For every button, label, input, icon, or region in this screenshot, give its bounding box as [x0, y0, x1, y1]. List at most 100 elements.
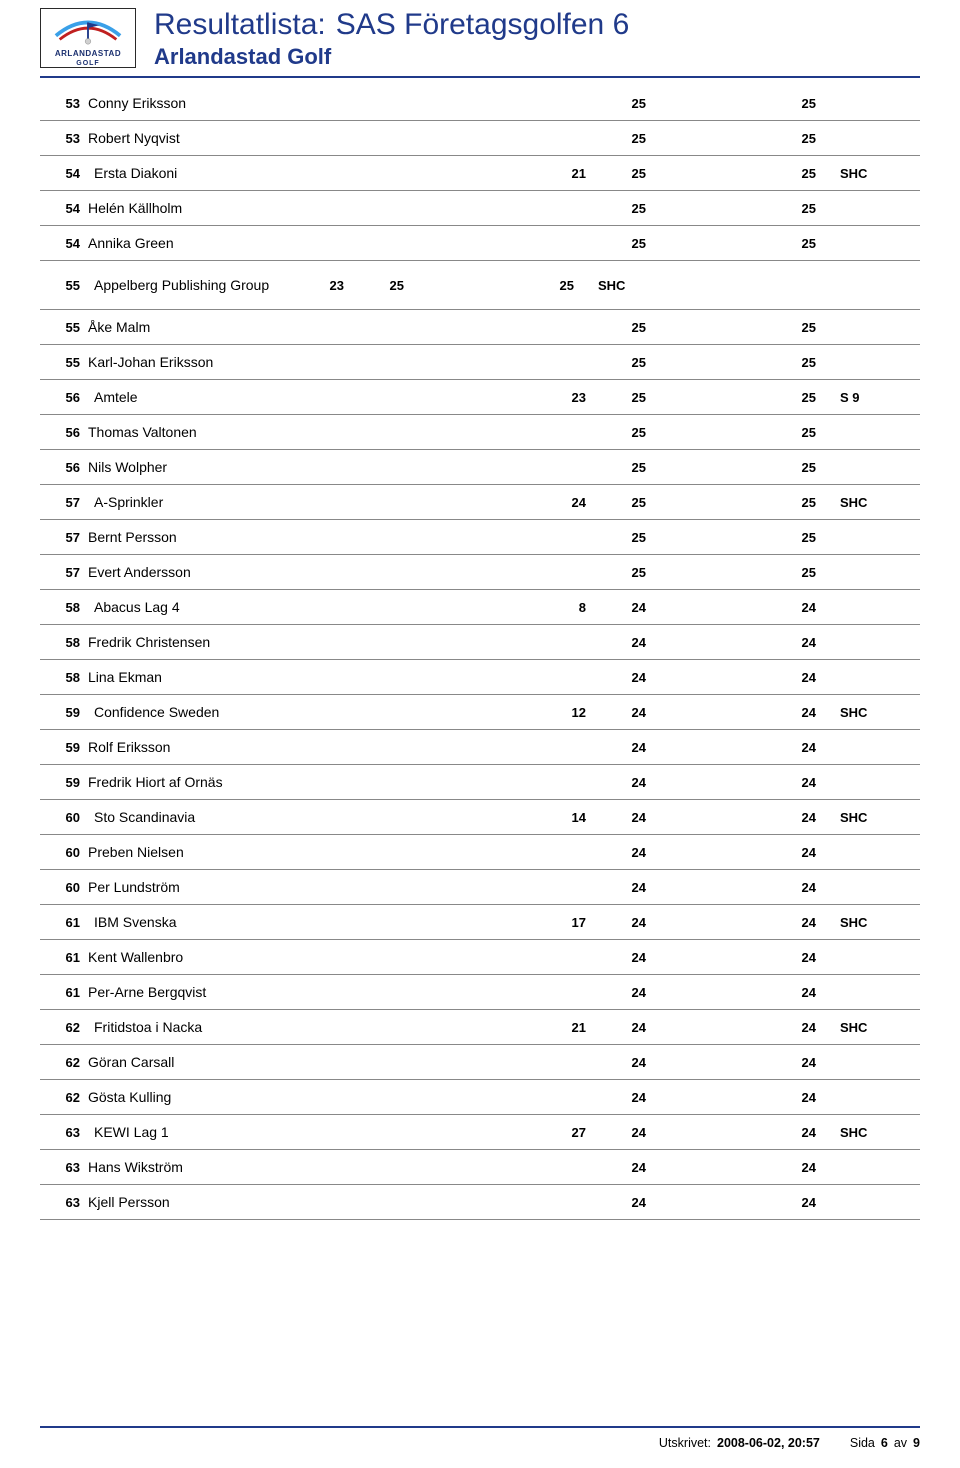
name-cell: Fritidstoa i Nacka [80, 1019, 536, 1035]
table-row: 55Karl-Johan Eriksson2525 [40, 345, 920, 380]
col2-cell: 14 [536, 810, 586, 825]
note-cell: SHC [816, 1125, 920, 1140]
table-row: 54Annika Green2525 [40, 226, 920, 261]
col4-cell: 24 [646, 1090, 816, 1105]
name-cell: Karl-Johan Eriksson [80, 354, 536, 370]
rank-cell: 55 [40, 278, 80, 293]
table-row: 57A-Sprinkler242525SHC [40, 485, 920, 520]
col4-cell: 24 [646, 845, 816, 860]
title-prefix: Resultatlista: [154, 8, 326, 42]
rank-cell: 63 [40, 1125, 80, 1140]
name-cell: KEWI Lag 1 [80, 1124, 536, 1140]
col4-cell: 25 [646, 565, 816, 580]
table-row: 58Abacus Lag 482424 [40, 590, 920, 625]
col4-cell: 24 [646, 985, 816, 1000]
col3-cell: 25 [586, 320, 646, 335]
col3-cell: 25 [586, 495, 646, 510]
col2-cell: 23 [536, 390, 586, 405]
col2-cell: 12 [536, 705, 586, 720]
name-cell: A-Sprinkler [80, 494, 536, 510]
col4-cell: 24 [646, 1055, 816, 1070]
name-cell: Fredrik Christensen [80, 634, 536, 650]
name-cell: Gösta Kulling [80, 1089, 536, 1105]
rank-cell: 57 [40, 530, 80, 545]
name-cell: Robert Nyqvist [80, 130, 536, 146]
name-cell: Appelberg Publishing Group [80, 277, 294, 294]
name-cell: Nils Wolpher [80, 459, 536, 475]
col3-cell: 24 [586, 740, 646, 755]
name-cell: Annika Green [80, 235, 536, 251]
col3-cell: 24 [586, 670, 646, 685]
table-row: 56Thomas Valtonen2525 [40, 415, 920, 450]
rank-cell: 60 [40, 880, 80, 895]
name-cell: Helén Källholm [80, 200, 536, 216]
logo-sublabel-text: GOLF [55, 60, 121, 67]
col3-cell: 25 [586, 460, 646, 475]
rank-cell: 61 [40, 915, 80, 930]
col4-cell: 25 [646, 460, 816, 475]
name-cell: Åke Malm [80, 319, 536, 335]
table-row: 61IBM Svenska172424SHC [40, 905, 920, 940]
col2-cell: 17 [536, 915, 586, 930]
col3-cell: 25 [344, 278, 404, 293]
col3-cell: 25 [586, 166, 646, 181]
col3-cell: 24 [586, 1055, 646, 1070]
header: ARLANDASTAD GOLF Resultatlista: SAS Före… [40, 0, 920, 78]
col3-cell: 25 [586, 530, 646, 545]
name-cell: Thomas Valtonen [80, 424, 536, 440]
name-cell: Per-Arne Bergqvist [80, 984, 536, 1000]
rank-cell: 54 [40, 201, 80, 216]
col3-cell: 24 [586, 985, 646, 1000]
name-cell: Lina Ekman [80, 669, 536, 685]
logo-label-text: ARLANDASTAD [55, 49, 121, 58]
logo: ARLANDASTAD GOLF [40, 8, 136, 68]
rank-cell: 63 [40, 1195, 80, 1210]
note-cell: SHC [816, 705, 920, 720]
rank-cell: 57 [40, 495, 80, 510]
col3-cell: 25 [586, 201, 646, 216]
col4-cell: 24 [646, 600, 816, 615]
rank-cell: 60 [40, 810, 80, 825]
col3-cell: 24 [586, 705, 646, 720]
name-cell: Confidence Sweden [80, 704, 536, 720]
rank-cell: 58 [40, 635, 80, 650]
col3-cell: 25 [586, 96, 646, 111]
rank-cell: 61 [40, 985, 80, 1000]
title-line: Resultatlista: SAS Företagsgolfen 6 [154, 8, 629, 42]
col4-cell: 25 [646, 530, 816, 545]
rank-cell: 62 [40, 1020, 80, 1035]
rank-cell: 56 [40, 390, 80, 405]
rank-cell: 53 [40, 131, 80, 146]
col3-cell: 25 [586, 355, 646, 370]
table-row: 59Rolf Eriksson2424 [40, 730, 920, 765]
col2-cell: 27 [536, 1125, 586, 1140]
page: ARLANDASTAD GOLF Resultatlista: SAS Före… [0, 0, 960, 1468]
name-cell: Abacus Lag 4 [80, 599, 536, 615]
col3-cell: 24 [586, 775, 646, 790]
col3-cell: 25 [586, 565, 646, 580]
name-cell: Evert Andersson [80, 564, 536, 580]
rank-cell: 57 [40, 565, 80, 580]
col4-cell: 24 [646, 670, 816, 685]
name-cell: Fredrik Hiort af Ornäs [80, 774, 536, 790]
name-cell: Bernt Persson [80, 529, 536, 545]
col3-cell: 25 [586, 236, 646, 251]
rank-cell: 58 [40, 670, 80, 685]
printed-value: 2008-06-02, 20:57 [717, 1436, 820, 1450]
name-cell: Per Lundström [80, 879, 536, 895]
table-row: 62Gösta Kulling2424 [40, 1080, 920, 1115]
rank-cell: 62 [40, 1090, 80, 1105]
note-cell: S 9 [816, 390, 920, 405]
col3-cell: 24 [586, 915, 646, 930]
table-row: 63Kjell Persson2424 [40, 1185, 920, 1220]
footer: Utskrivet: 2008-06-02, 20:57 Sida 6 av 9 [40, 1426, 920, 1450]
table-row: 55Appelberg Publishing Group232525SHC [40, 261, 920, 310]
table-row: 61Kent Wallenbro2424 [40, 940, 920, 975]
note-cell: SHC [816, 1020, 920, 1035]
table-row: 63Hans Wikström2424 [40, 1150, 920, 1185]
col3-cell: 24 [586, 1160, 646, 1175]
col4-cell: 24 [646, 705, 816, 720]
table-row: 55Åke Malm2525 [40, 310, 920, 345]
rank-cell: 61 [40, 950, 80, 965]
note-cell: SHC [816, 915, 920, 930]
